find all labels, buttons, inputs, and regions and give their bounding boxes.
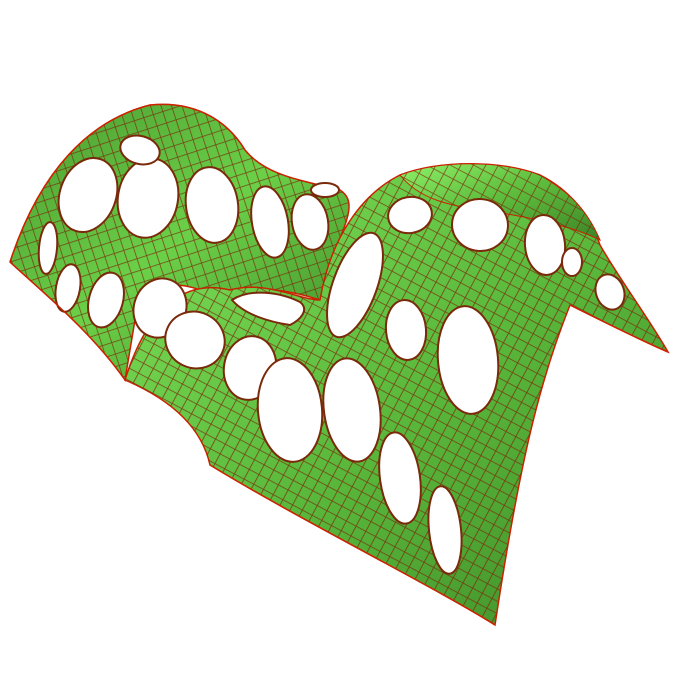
hole	[523, 214, 567, 276]
hole	[87, 271, 125, 329]
hole	[290, 193, 330, 251]
hole	[250, 185, 290, 259]
hole	[594, 273, 626, 311]
hole	[436, 305, 500, 415]
hole	[164, 310, 226, 370]
hole	[451, 197, 509, 253]
hole	[184, 166, 240, 244]
hole	[561, 247, 583, 277]
left-base-edge	[9, 261, 126, 381]
hole	[378, 431, 422, 525]
hole	[322, 357, 382, 463]
right-base-edge	[569, 304, 669, 353]
hole	[119, 134, 161, 166]
hole	[326, 231, 384, 339]
perforation-holes	[37, 134, 626, 575]
left-ridge-edge	[9, 103, 246, 263]
hole	[427, 485, 463, 575]
hole	[384, 299, 428, 361]
hole	[310, 182, 340, 198]
shell-edge-lines	[9, 103, 669, 626]
hole	[256, 357, 324, 463]
hole	[387, 195, 433, 235]
courtyard-opening	[230, 291, 306, 327]
hole	[37, 221, 59, 275]
hole	[57, 157, 119, 233]
front-base-edge	[209, 464, 496, 626]
